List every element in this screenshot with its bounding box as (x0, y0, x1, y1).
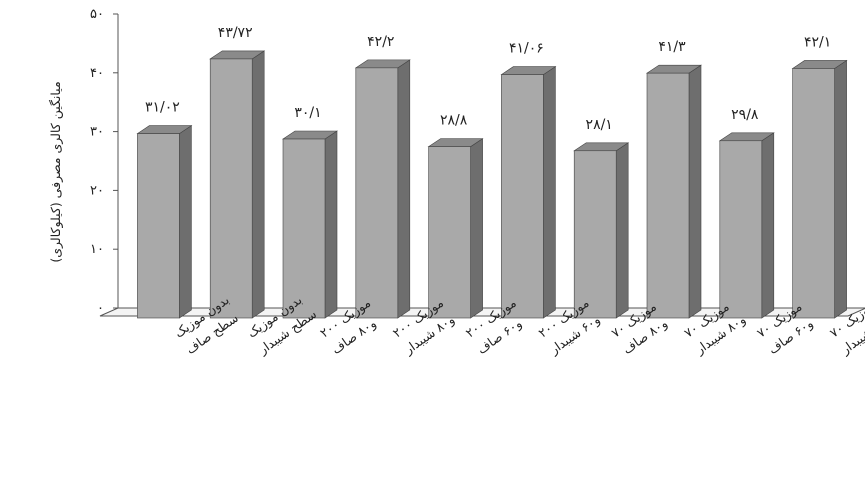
bar-front-face (792, 68, 835, 319)
data-label: ۴۲/۲ (367, 34, 394, 50)
bar-front-face (646, 72, 690, 319)
bar-side-face (470, 138, 483, 319)
y-tick-label: ۲۰ (90, 183, 104, 198)
data-label: ۴۱/۰۶ (509, 41, 544, 57)
bar (718, 132, 775, 319)
bar-side-face (834, 59, 847, 319)
y-axis-ticks: ۰ ۱۰ ۲۰ ۳۰ ۴۰ ۵۰ (90, 7, 118, 316)
bar-side-face (761, 132, 775, 319)
y-tick-label: ۰ (97, 301, 104, 316)
bar (427, 138, 484, 319)
y-tick-label: ۴۰ (90, 66, 104, 81)
bar-front-face (719, 140, 763, 319)
data-label: ۳۰/۱ (294, 105, 321, 121)
bar-side-face (688, 64, 702, 319)
data-labels: ۳۱/۰۲ ۴۳/۷۲ ۳۰/۱ ۴۲/۲ ۲۸/۸ ۴۱/۰۶ ۲۸/۱ ۴۱/۳ ۲۹/۸ ۴… (145, 25, 831, 133)
bar (791, 59, 848, 319)
bar-front-face (428, 146, 471, 319)
data-label: ۲۸/۱ (586, 117, 613, 133)
bar-series (136, 50, 848, 319)
bar-side-face (397, 59, 411, 319)
y-tick-label: ۵۰ (90, 7, 104, 22)
bar (209, 50, 266, 319)
bar (136, 125, 193, 319)
bar-side-face (543, 66, 556, 319)
bar-side-face (251, 50, 265, 319)
bar-side-face (179, 125, 192, 319)
bar (573, 142, 630, 319)
bar (354, 59, 411, 319)
data-label: ۴۱/۳ (658, 39, 686, 55)
y-axis-label: میانگین کالری مصرفی (کیلوکالری) (48, 81, 64, 262)
bar (282, 130, 338, 319)
data-label: ۳۱/۰۲ (145, 100, 180, 116)
bar-front-face (137, 133, 180, 319)
bar-front-face (501, 74, 544, 319)
data-label: ۲۸/۸ (440, 113, 468, 129)
data-label: ۴۳/۷۲ (218, 25, 253, 41)
bar (500, 66, 557, 319)
bar-front-face (282, 138, 326, 319)
y-tick-label: ۱۰ (90, 242, 104, 257)
bar-side-face (615, 142, 629, 319)
bar (646, 64, 702, 319)
y-tick-label: ۳۰ (90, 125, 104, 140)
data-label: ۴۲/۱ (804, 34, 831, 50)
bar-front-face (209, 58, 253, 319)
bar-front-face (355, 67, 399, 319)
bar-front-face (573, 150, 617, 319)
bar-side-face (324, 130, 338, 319)
data-label: ۲۹/۸ (731, 107, 759, 123)
